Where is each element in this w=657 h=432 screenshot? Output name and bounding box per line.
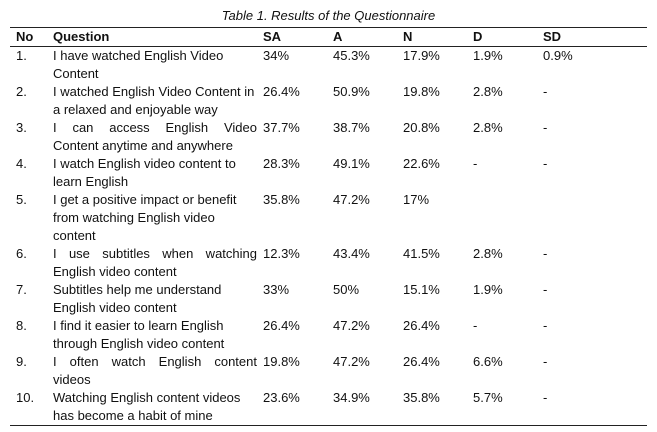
row-n: 17.9%: [403, 48, 440, 63]
header-a: A: [333, 29, 343, 44]
table-row: 4. I watch English video content to lear…: [10, 155, 647, 191]
table-row: 1. I have watched English Video Content …: [10, 47, 647, 83]
row-number: 1.: [16, 48, 27, 63]
header-n: N: [403, 29, 413, 44]
row-question: I often watch English content videos: [53, 354, 257, 387]
table-row: 10. Watching English content videos has …: [10, 389, 647, 425]
table-row: 2. I watched English Video Content in a …: [10, 83, 647, 119]
row-question: I watch English video content to learn E…: [53, 156, 236, 189]
table-row: 7. Subtitles help me understand English …: [10, 281, 647, 317]
row-d: 1.9%: [473, 282, 503, 297]
row-a: 49.1%: [333, 156, 370, 171]
row-question: I watched English Video Content in a rel…: [53, 84, 255, 117]
row-sa: 26.4%: [263, 318, 300, 333]
table-row: 8. I find it easier to learn English thr…: [10, 317, 647, 353]
header-d: D: [473, 29, 483, 44]
row-sa: 28.3%: [263, 156, 300, 171]
row-question: I can access English Video Content anyti…: [53, 120, 257, 153]
row-a: 45.3%: [333, 48, 370, 63]
row-sa: 33%: [263, 282, 290, 297]
row-question: Watching English content videos has beco…: [53, 390, 241, 423]
row-n: 26.4%: [403, 318, 440, 333]
row-n: 26.4%: [403, 354, 440, 369]
row-sd: -: [543, 354, 548, 369]
row-number: 7.: [16, 282, 27, 297]
row-n: 19.8%: [403, 84, 440, 99]
table-row: 5. I get a positive impact or benefit fr…: [10, 191, 647, 245]
header-question: Question: [53, 29, 110, 44]
row-a: 47.2%: [333, 192, 370, 207]
table-caption: Table 1. Results of the Questionnaire: [221, 8, 436, 23]
row-d: 6.6%: [473, 354, 503, 369]
row-d: 5.7%: [473, 390, 503, 405]
questionnaire-table: No Question SA A N D SD 1. I have watche…: [10, 27, 647, 426]
row-sa: 19.8%: [263, 354, 300, 369]
row-sd: -: [543, 84, 548, 99]
table-row: 6. I use subtitles when watching English…: [10, 245, 647, 281]
row-sd: 0.9%: [543, 48, 573, 63]
row-n: 41.5%: [403, 246, 440, 261]
row-question: I have watched English Video Content: [53, 48, 224, 81]
row-number: 10.: [16, 390, 35, 405]
row-sa: 26.4%: [263, 84, 300, 99]
header-sd: SD: [543, 29, 562, 44]
row-d: -: [473, 156, 478, 171]
row-sa: 12.3%: [263, 246, 300, 261]
row-sa: 37.7%: [263, 120, 300, 135]
table-row: 3. I can access English Video Content an…: [10, 119, 647, 155]
row-sa: 23.6%: [263, 390, 300, 405]
row-n: 20.8%: [403, 120, 440, 135]
row-number: 4.: [16, 156, 27, 171]
row-sd: -: [543, 120, 548, 135]
row-a: 50%: [333, 282, 360, 297]
row-n: 17%: [403, 192, 430, 207]
row-n: 35.8%: [403, 390, 440, 405]
row-a: 43.4%: [333, 246, 370, 261]
row-number: 2.: [16, 84, 27, 99]
row-sd: -: [543, 156, 548, 171]
row-d: 1.9%: [473, 48, 503, 63]
row-number: 8.: [16, 318, 27, 333]
row-d: 2.8%: [473, 246, 503, 261]
row-a: 47.2%: [333, 318, 370, 333]
header-sa: SA: [263, 29, 282, 44]
row-question: I find it easier to learn English throug…: [53, 318, 225, 351]
row-sd: -: [543, 282, 548, 297]
header-no: No: [16, 29, 34, 44]
row-sa: 34%: [263, 48, 290, 63]
row-sa: 35.8%: [263, 192, 300, 207]
row-question: Subtitles help me understand English vid…: [53, 282, 222, 315]
row-d: 2.8%: [473, 120, 503, 135]
row-sd: -: [543, 318, 548, 333]
table-row: 9. I often watch English content videos …: [10, 353, 647, 389]
row-n: 22.6%: [403, 156, 440, 171]
row-number: 3.: [16, 120, 27, 135]
row-a: 34.9%: [333, 390, 370, 405]
table-header-row: No Question SA A N D SD: [10, 28, 647, 47]
row-a: 50.9%: [333, 84, 370, 99]
row-sd: -: [543, 390, 548, 405]
row-number: 6.: [16, 246, 27, 261]
row-a: 38.7%: [333, 120, 370, 135]
row-question: I get a positive impact or benefit from …: [53, 192, 237, 243]
row-a: 47.2%: [333, 354, 370, 369]
row-d: -: [473, 318, 478, 333]
row-sd: -: [543, 246, 548, 261]
row-number: 5.: [16, 192, 27, 207]
row-number: 9.: [16, 354, 27, 369]
row-n: 15.1%: [403, 282, 440, 297]
row-d: 2.8%: [473, 84, 503, 99]
row-question: I use subtitles when watching English vi…: [53, 246, 257, 279]
